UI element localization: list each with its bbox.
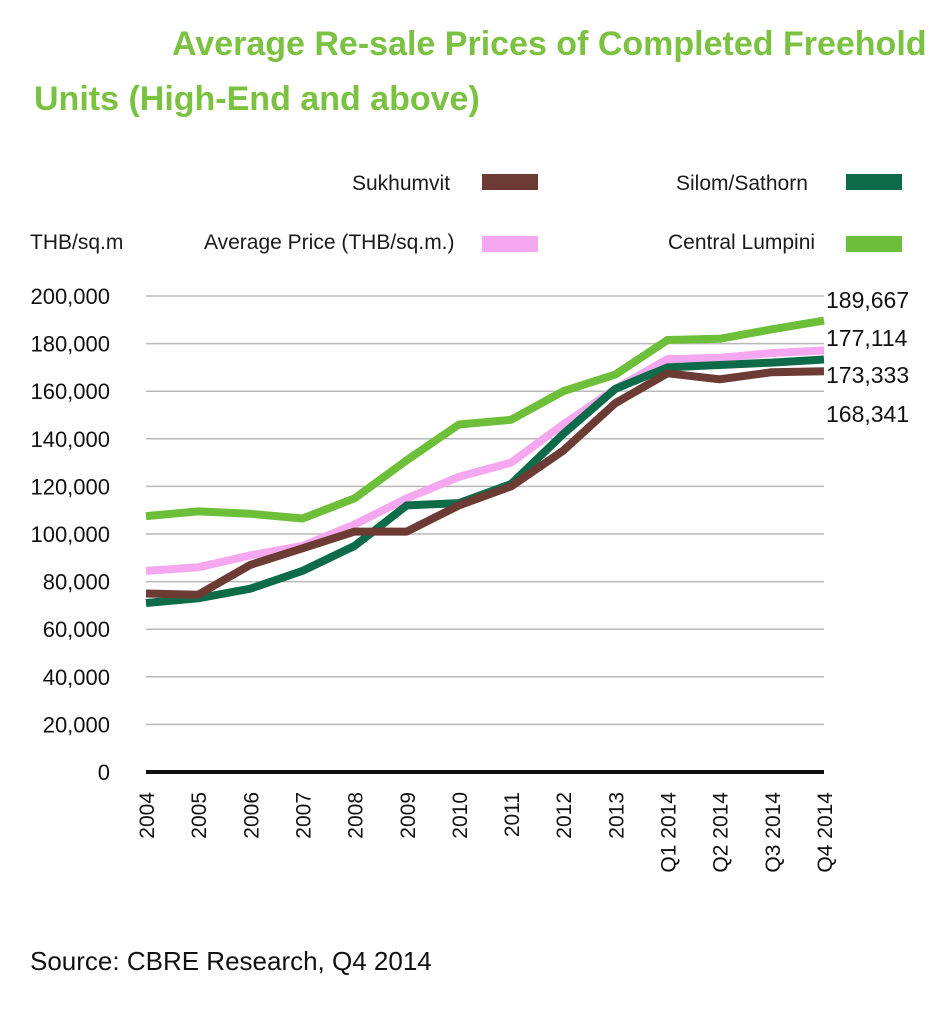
x-axis-tick-labels: 2004 2005 2006 2007 2008 2009 2010 2011 2012 2013… — [136, 792, 837, 873]
end-value-label: 168,341 — [826, 401, 909, 427]
legend-swatch-sukhumvit — [482, 174, 538, 190]
legend-label-average-price: Average Price (THB/sq.m.) — [204, 231, 455, 254]
x-tick-label: 2005 — [188, 792, 211, 839]
legend-swatch-silom-sathorn — [846, 174, 902, 190]
y-tick-label: 0 — [98, 760, 110, 785]
series-line-average-price-thb-sq-m — [145, 346, 825, 575]
y-tick-label: 20,000 — [43, 712, 110, 737]
legend-label-sukhumvit: Sukhumvit — [352, 172, 450, 195]
series-line-central-lumpini — [145, 316, 825, 523]
source-note: Source: CBRE Research, Q4 2014 — [30, 946, 432, 976]
y-tick-label: 120,000 — [30, 474, 110, 499]
legend-swatch-central-lumpini — [846, 236, 902, 252]
y-tick-label: 140,000 — [30, 427, 110, 452]
y-tick-label: 160,000 — [30, 379, 110, 404]
series-line-sukhumvit — [145, 367, 825, 599]
chart-title-line-2: Units (High-End and above) — [34, 80, 480, 118]
y-tick-label: 40,000 — [43, 665, 110, 690]
legend: Sukhumvit Silom/Sathorn Average Price (T… — [204, 172, 902, 254]
chart-title-line-1: Average Re-sale Prices of Completed Free… — [172, 25, 927, 63]
y-tick-label: 80,000 — [43, 570, 110, 595]
y-tick-label: 180,000 — [30, 332, 110, 357]
legend-label-central-lumpini: Central Lumpini — [668, 231, 815, 254]
legend-swatch-average-price — [482, 236, 538, 252]
end-value-labels: 189,667 177,114 173,333 168,341 — [826, 287, 909, 427]
x-tick-label: 2009 — [397, 792, 420, 839]
x-tick-label: 2006 — [240, 792, 263, 839]
end-value-label: 177,114 — [826, 325, 908, 351]
y-tick-label: 100,000 — [30, 522, 110, 547]
x-tick-label: 2004 — [136, 792, 159, 839]
x-tick-label: 2013 — [605, 792, 628, 839]
x-tick-label: Q2 2014 — [710, 792, 733, 873]
x-tick-label: 2010 — [449, 792, 472, 839]
x-tick-label: 2012 — [553, 792, 576, 839]
series-lines — [145, 316, 825, 607]
y-axis-unit-label: THB/sq.m — [30, 231, 123, 254]
end-value-label: 189,667 — [826, 287, 909, 313]
x-tick-label: Q4 2014 — [814, 792, 837, 873]
y-tick-label: 200,000 — [30, 284, 110, 309]
x-tick-label: 2011 — [501, 792, 524, 837]
end-value-label: 173,333 — [826, 362, 909, 388]
legend-label-silom-sathorn: Silom/Sathorn — [676, 172, 808, 195]
y-axis-tick-labels: 0 20,000 40,000 60,000 80,000 100,000 120,000 1… — [30, 284, 110, 785]
x-tick-label: 2008 — [345, 792, 368, 839]
x-tick-label: Q1 2014 — [658, 792, 681, 873]
x-tick-label: 2007 — [292, 792, 315, 839]
x-tick-label: Q3 2014 — [762, 792, 785, 873]
y-tick-label: 60,000 — [43, 617, 110, 642]
